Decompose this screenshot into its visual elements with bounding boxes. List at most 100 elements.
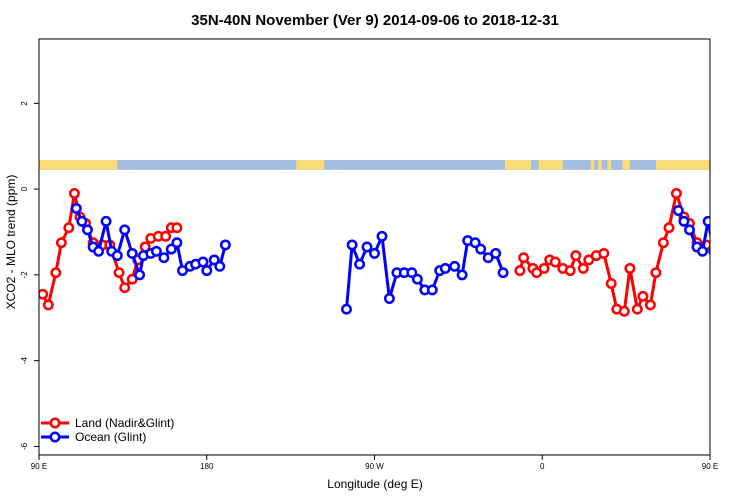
data-point: [165, 243, 177, 255]
series-ocean: [70, 202, 747, 315]
data-point: [697, 245, 708, 257]
data-point: [469, 237, 481, 249]
data-point: [82, 224, 93, 236]
x-tick-label: 90 W: [365, 462, 384, 471]
data-point: [346, 239, 358, 251]
y-axis-label: XCO2 - MLO trend (ppm): [4, 175, 18, 310]
data-point: [684, 224, 695, 236]
data-point: [171, 222, 183, 234]
data-point: [50, 267, 62, 279]
data-point: [119, 282, 131, 294]
data-point: [518, 252, 530, 264]
data-point: [736, 271, 744, 279]
land-strip-segment: [504, 159, 532, 170]
data-point: [208, 254, 220, 266]
data-point: [411, 273, 423, 285]
data-point: [134, 269, 146, 281]
land-strip-segment: [538, 159, 563, 170]
data-point: [219, 239, 231, 251]
data-point: [42, 299, 54, 311]
legend-ocean-marker: [49, 431, 61, 443]
x-tick-label: 180: [200, 462, 214, 471]
surface-type-strip: [39, 159, 710, 170]
legend: Land (Nadir&Glint) Ocean (Glint): [41, 416, 174, 444]
data-point: [354, 258, 366, 270]
data-point: [214, 260, 226, 272]
chart-title: 35N-40N November (Ver 9) 2014-09-06 to 2…: [191, 12, 559, 29]
land-strip-segment: [655, 159, 710, 170]
data-point: [657, 237, 669, 249]
data-point: [631, 303, 643, 315]
data-point: [150, 245, 162, 257]
data-point: [637, 290, 649, 302]
data-point: [171, 237, 183, 249]
data-point: [111, 250, 123, 262]
data-point: [549, 256, 561, 268]
data-point: [76, 215, 88, 227]
data-point: [739, 251, 747, 259]
data-point: [93, 245, 105, 257]
y-tick-label: 0: [20, 186, 29, 191]
data-point: [39, 288, 49, 300]
y-tick-label: -6: [20, 442, 29, 450]
data-point: [449, 260, 461, 272]
data-point: [475, 243, 487, 255]
axes: 90 E 180 90 W 0 90 E 2 0 -2 -4 -6: [20, 101, 718, 471]
legend-land-marker: [49, 417, 61, 429]
data-point: [426, 284, 438, 296]
land-strip-segment: [622, 159, 630, 170]
data-point: [728, 249, 736, 257]
data-point: [618, 305, 630, 317]
x-axis-label: Longitude (deg E): [327, 477, 422, 491]
data-point: [708, 247, 710, 256]
data-point: [439, 262, 451, 274]
data-point: [406, 267, 418, 279]
land-strip-segment: [296, 159, 325, 170]
data-point: [723, 226, 731, 234]
data-point: [564, 265, 576, 277]
data-point: [497, 267, 509, 279]
data-point: [119, 224, 131, 236]
series-land: [39, 187, 710, 317]
x-tick-label: 90 E: [31, 462, 47, 471]
data-point: [369, 247, 380, 259]
data-point: [456, 269, 468, 281]
land-strip-segment: [590, 159, 595, 170]
data-point: [490, 247, 502, 259]
data-point: [158, 252, 170, 264]
data-point: [672, 205, 684, 216]
data-point: [63, 222, 75, 234]
data-point: [197, 256, 209, 268]
data-point: [663, 222, 675, 234]
legend-ocean-label: Ocean (Glint): [75, 430, 146, 444]
ocean-strip: [39, 159, 710, 170]
data-point: [624, 262, 636, 274]
data-point: [702, 215, 710, 227]
data-point: [538, 262, 550, 274]
plot-series: [39, 187, 747, 317]
y-tick-label: -2: [20, 271, 29, 279]
data-point: [100, 215, 112, 227]
x-tick-label: 90 E: [702, 462, 718, 471]
data-point: [577, 262, 589, 274]
data-point: [383, 293, 395, 304]
data-point: [126, 247, 138, 259]
data-point: [55, 237, 67, 249]
data-point: [70, 202, 82, 214]
data-point: [715, 251, 723, 259]
data-point: [678, 215, 690, 227]
land-strip-segment: [39, 159, 118, 170]
data-point: [650, 267, 662, 279]
plot-frame: [38, 38, 711, 456]
data-point: [570, 250, 582, 262]
data-point: [605, 278, 617, 289]
y-tick-label: -4: [20, 357, 29, 365]
data-point: [68, 187, 80, 199]
data-point: [598, 247, 610, 259]
land-strip-segment: [598, 159, 602, 170]
data-point: [644, 299, 656, 311]
land-strip-segment: [607, 159, 612, 170]
x-tick-label: 0: [540, 462, 545, 471]
data-point: [514, 265, 526, 277]
